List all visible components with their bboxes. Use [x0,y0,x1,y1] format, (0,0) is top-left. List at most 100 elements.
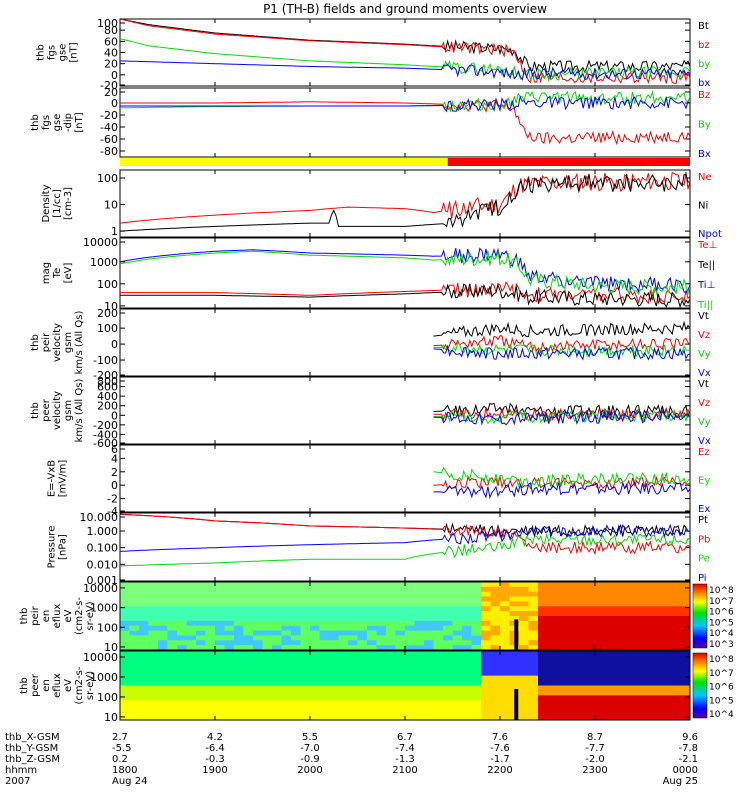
spectrogram-cell [129,665,140,672]
spectrogram-cell [661,625,672,632]
spectrogram-cell [528,591,539,598]
spectrogram-cell [443,591,454,598]
spectrogram-cell [547,630,558,637]
spectrogram-cell [623,616,634,622]
spectrogram-cell [357,625,368,632]
spectrogram-cell [167,582,178,588]
spectrogram-cell [462,700,473,706]
spectrogram-cell [471,715,482,720]
series-group [433,320,690,361]
spectrogram-cell [405,601,416,607]
spectrogram-cell [424,700,435,706]
spectrogram-cell [329,640,340,646]
spectrogram-cell [433,685,444,692]
spectrogram-cell [680,700,690,706]
spectrogram-cell [338,675,349,682]
spectrogram-cell [310,700,321,706]
spectrogram-cell [528,645,539,650]
series-line-fgs_gse_dip-2 [120,95,690,113]
spectrogram-cell [661,620,672,627]
spectrogram-cell [680,611,690,617]
spectrogram-cell [139,690,150,696]
y-axis-label: km/s (All Qs) [74,311,85,375]
time-row-value: 0.2 [112,754,128,765]
spectrogram-cell [272,586,283,593]
spectrogram-cell [386,655,397,662]
spectrogram-cell [329,705,340,711]
spectrogram-cell [215,705,226,711]
legend-efield-2: Ex [698,504,710,515]
spectrogram-cell [557,715,568,720]
spectrogram-cell [557,601,568,607]
spectrogram-cell [462,665,473,672]
spectrogram-cell [490,630,501,637]
spectrogram-cell [329,630,340,637]
y-tick-label: 100 [97,322,118,335]
y-axis-label: peer [41,398,52,422]
spectrogram-cell [633,710,644,716]
spectrogram-cell [310,582,321,588]
spectrogram-cell [633,685,644,692]
y-tick-label: 100 [97,621,118,634]
spectrogram-cell [585,680,596,687]
spectrogram-cell [557,690,568,696]
spectrogram-cell [148,606,159,612]
y-tick-label: 10000 [83,236,118,249]
spectrogram-cell [538,640,549,646]
time-row-value: 5.5 [302,732,318,743]
spectrogram-cell [177,700,188,706]
spectrogram-cell [462,660,473,667]
spectrogram-cell [414,655,425,662]
spectrogram-cell [376,591,387,598]
spectrogram-cell [471,680,482,687]
spectrogram-cell [148,680,159,687]
spectrogram-cell [338,651,349,657]
spectrogram-cell [680,640,690,646]
spectrogram-cell [386,695,397,701]
spectrogram-cell [661,645,672,650]
spectrogram-cell [234,620,245,627]
spectrogram-cell [386,660,397,667]
spectrogram-cell [167,640,178,646]
y-axis-label: Pressure [47,526,58,569]
colorbar-tick-label: 10^5 [709,618,734,628]
spectrogram-cell [139,591,150,598]
spectrogram-cell [167,705,178,711]
spectrogram-cell [196,625,207,632]
spectrogram-cell [680,675,690,682]
spectrogram-cell [519,586,530,593]
spectrogram-cell [471,606,482,612]
spectrogram-cell [395,705,406,711]
spectrogram-cell [215,635,226,641]
spectrogram-cell [443,651,454,657]
spectrogram-cell [642,685,653,692]
spectrogram-cell [158,635,169,641]
spectrogram-cell [367,582,378,588]
spectrogram-cell [443,695,454,701]
spectrogram-cell [253,685,264,692]
spectrogram-cell [310,596,321,603]
spectrogram-cell [462,591,473,598]
spectrogram-cell [376,680,387,687]
spectrogram-cell [291,665,302,672]
spectrogram-cell [414,591,425,598]
spectrogram-cell [215,596,226,603]
spectrogram-cell [538,611,549,617]
spectrogram-cell [300,596,311,603]
spectrogram-cell [547,660,558,667]
spectrogram-cell [519,606,530,612]
spectrogram-cell [671,710,682,716]
spectrogram-cell [614,700,625,706]
legend-temperature-3: Ti|| [697,300,713,311]
spectrogram-cell [433,660,444,667]
spectrogram-cell [414,586,425,593]
spectrogram-cell [319,655,330,662]
spectrogram-cell [500,665,511,672]
spectrogram-cell [424,586,435,593]
spectrogram-cell [576,620,587,627]
spectrogram-cell [120,690,131,696]
spectrogram-cell [319,582,330,588]
spectrogram-cell [433,601,444,607]
spectrogram-cell [367,655,378,662]
